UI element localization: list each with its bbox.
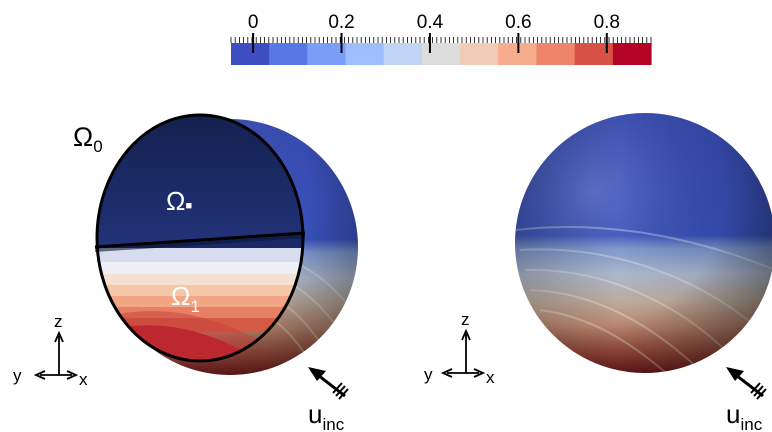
omega-0-label: Ω0 — [73, 122, 103, 156]
axes-triad-right — [440, 328, 486, 378]
axis-x-label: x — [486, 368, 495, 387]
axis-z-label: z — [54, 312, 63, 331]
left-sphere: Ω0 Ω■ Ω1 — [73, 113, 358, 375]
colorbar-tick-label: 0.2 — [328, 12, 354, 33]
colorbar-swatch — [574, 43, 614, 65]
colorbar-swatch — [612, 43, 652, 65]
colorbar-ticks — [230, 33, 652, 53]
incident-wave-label: uinc — [726, 399, 763, 432]
incident-wave-label: uinc — [308, 399, 345, 432]
colorbar-swatch — [269, 43, 308, 65]
axis-y-label: y — [13, 366, 22, 385]
colorbar-tick-label: 0.4 — [417, 12, 444, 33]
cut-face — [94, 113, 306, 363]
colorbar-swatch — [498, 43, 538, 65]
colorbar-swatch — [383, 43, 423, 65]
colorbar-tick-label: 0 — [248, 12, 259, 33]
colorbar-swatch — [421, 43, 461, 65]
right-sphere — [515, 113, 772, 373]
incident-wave-arrow — [308, 367, 349, 400]
axis-z-label: z — [461, 310, 470, 329]
axis-x-label: x — [79, 370, 88, 389]
colorbar-swatch — [460, 43, 499, 65]
omega-1-label: Ω1 — [171, 281, 200, 316]
incident-wave-arrow — [726, 367, 767, 400]
omega-star-label: Ω■ — [166, 186, 192, 216]
colorbar-tick-label: 0.8 — [594, 12, 620, 33]
colorbar-swatch — [307, 43, 347, 65]
colorbar-swatch — [536, 43, 576, 65]
colorbar: 0 0.2 0.4 0.6 0.8 — [230, 12, 652, 65]
colorbar-swatch — [231, 43, 270, 65]
colorbar-swatches — [231, 43, 652, 65]
axes-triad-left — [33, 330, 79, 380]
axis-y-label: y — [424, 365, 433, 384]
colorbar-tick-label: 0.6 — [505, 12, 531, 33]
colorbar-swatch — [345, 43, 385, 65]
